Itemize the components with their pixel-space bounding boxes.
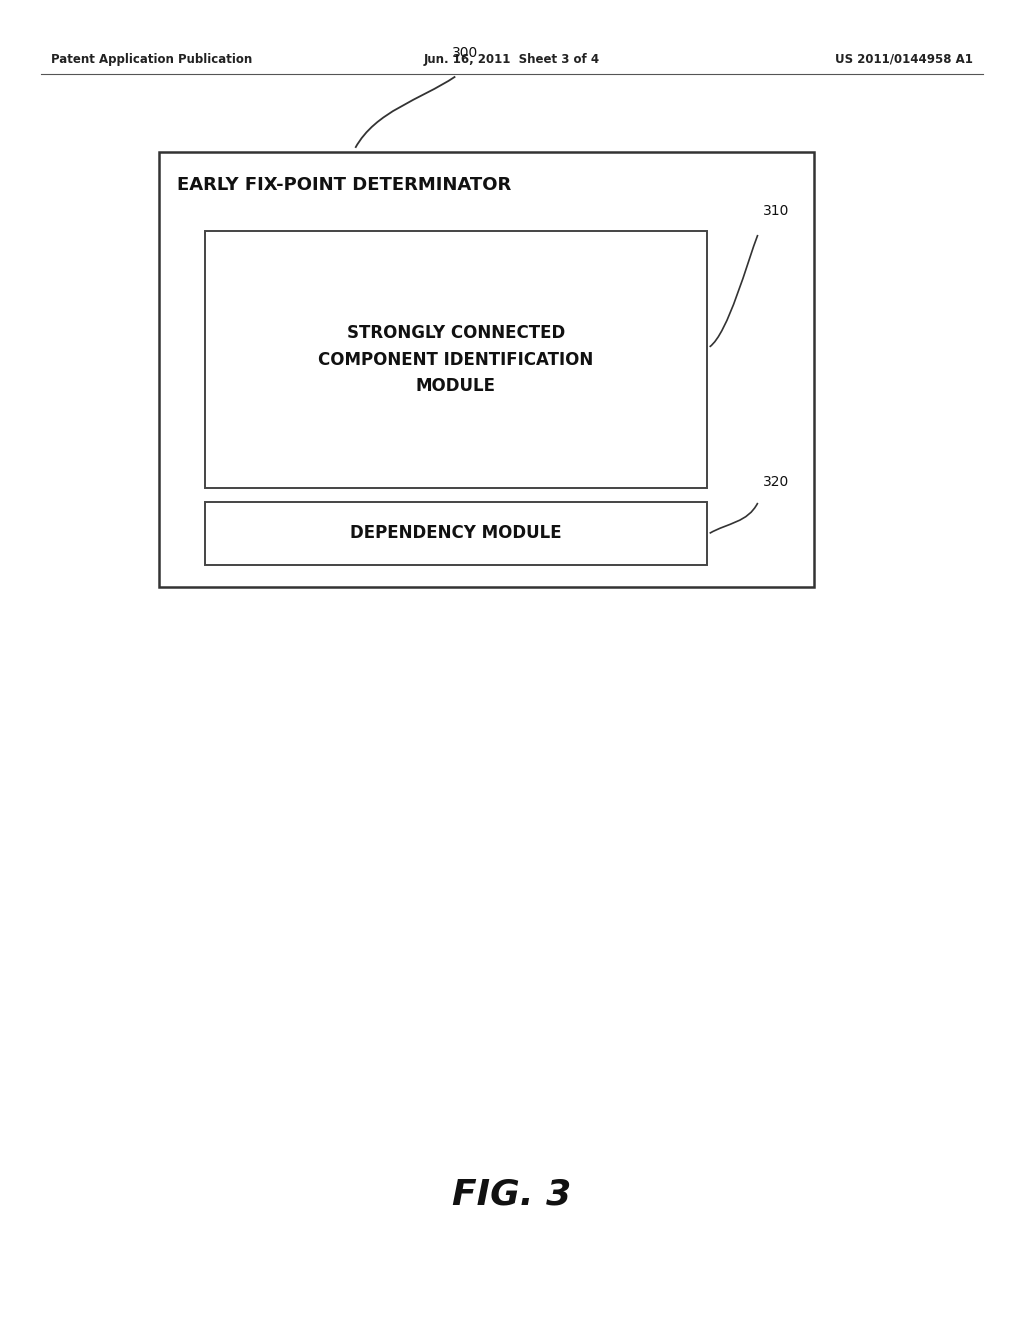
Text: 320: 320: [763, 475, 790, 488]
Text: 300: 300: [453, 46, 478, 59]
Text: 310: 310: [763, 205, 790, 218]
Text: US 2011/0144958 A1: US 2011/0144958 A1: [835, 53, 973, 66]
Text: EARLY FIX-POINT DETERMINATOR: EARLY FIX-POINT DETERMINATOR: [177, 176, 511, 194]
Text: FIG. 3: FIG. 3: [453, 1177, 571, 1212]
Bar: [205, 231, 707, 488]
Text: DEPENDENCY MODULE: DEPENDENCY MODULE: [350, 524, 561, 543]
Bar: [159, 152, 814, 587]
Bar: [205, 502, 707, 565]
Text: Jun. 16, 2011  Sheet 3 of 4: Jun. 16, 2011 Sheet 3 of 4: [424, 53, 600, 66]
Text: Patent Application Publication: Patent Application Publication: [51, 53, 253, 66]
Text: STRONGLY CONNECTED
COMPONENT IDENTIFICATION
MODULE: STRONGLY CONNECTED COMPONENT IDENTIFICAT…: [318, 325, 593, 395]
